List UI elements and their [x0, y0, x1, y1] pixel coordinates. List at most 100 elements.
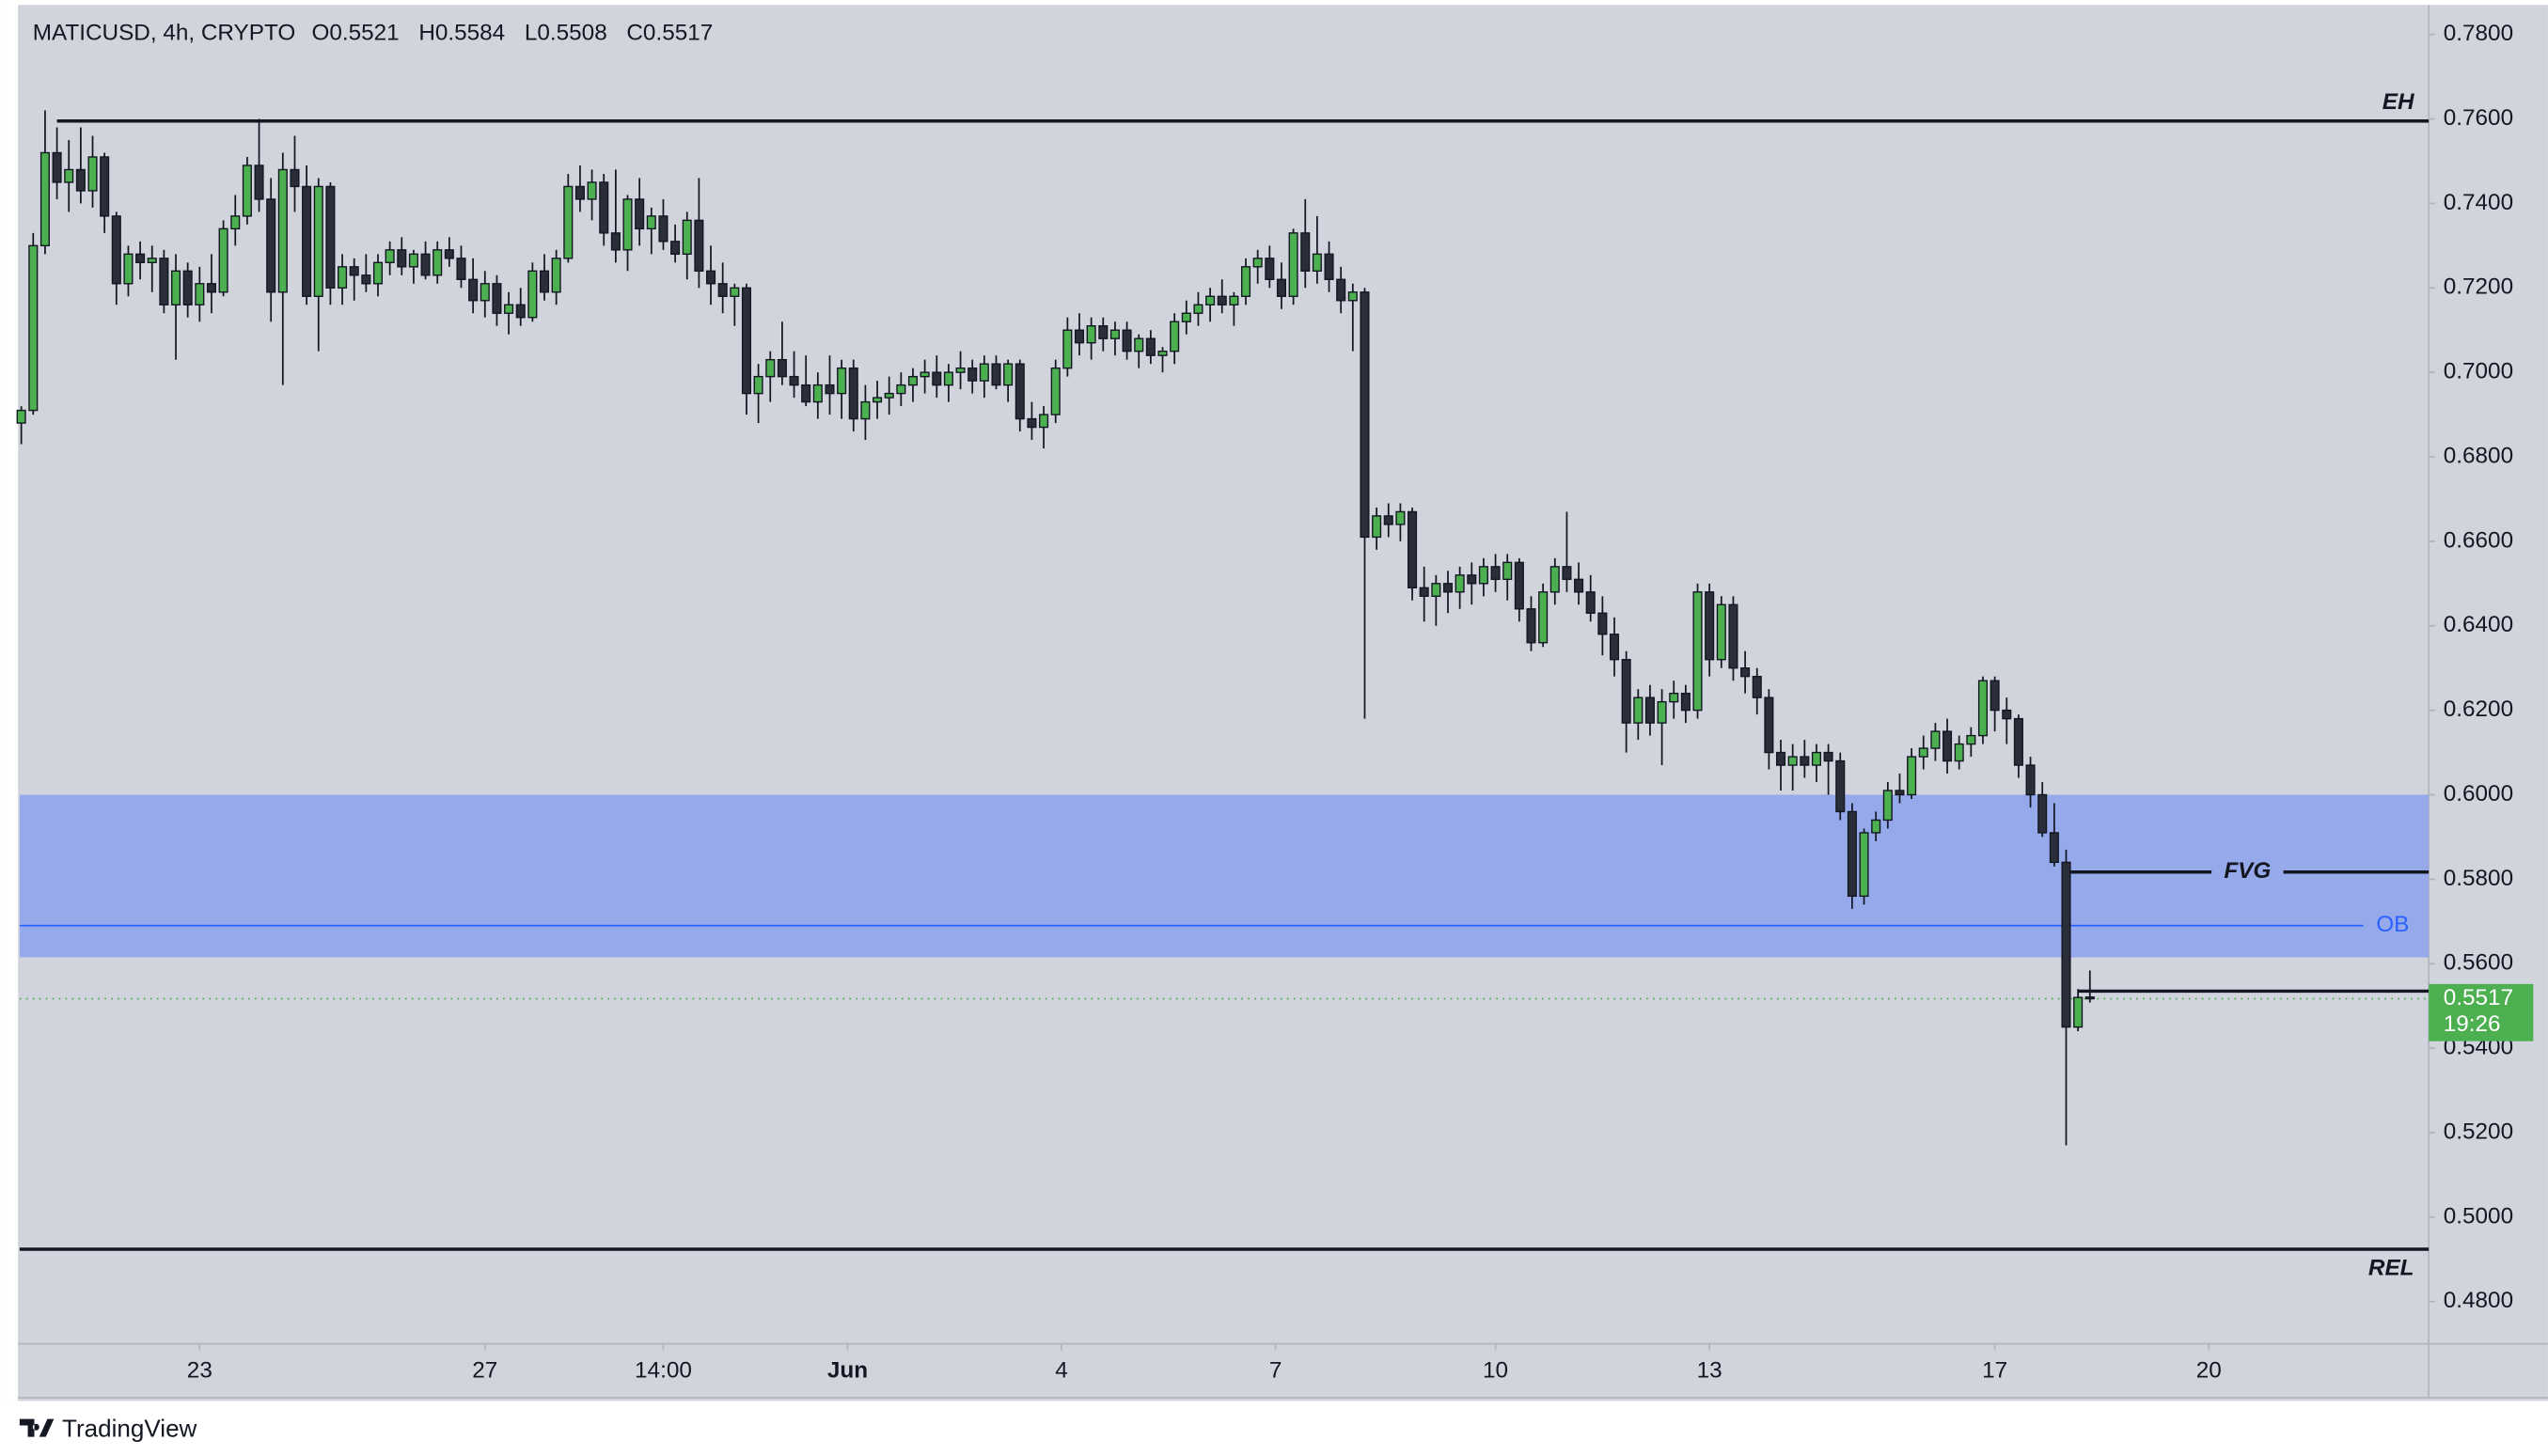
candle-body	[492, 283, 502, 314]
candle-body	[2084, 996, 2095, 1000]
candle-body	[1276, 278, 1287, 297]
candle-body	[385, 249, 395, 264]
candle-body	[1109, 329, 1120, 339]
candle-body	[313, 185, 323, 297]
candle-body	[1039, 414, 1049, 429]
candle-body	[1609, 634, 1620, 661]
candle-body	[266, 198, 276, 293]
price-tag-value: 0.5517	[2444, 985, 2513, 1010]
candle-body	[551, 258, 561, 293]
candle-body	[195, 283, 205, 305]
candle-body	[1597, 612, 1608, 635]
y-tick-label: 0.7800	[2444, 21, 2513, 46]
open-label: O	[311, 21, 329, 46]
candle-body	[574, 185, 585, 200]
candle-body	[1538, 591, 1549, 644]
candle-body	[979, 363, 989, 382]
level-label: EH	[2383, 89, 2414, 115]
candle-body	[1716, 603, 1726, 661]
price-tag	[2429, 983, 2534, 1041]
candle-body	[730, 287, 740, 297]
candle-body	[610, 232, 621, 251]
candle-body	[777, 358, 787, 378]
candle-body	[1526, 608, 1536, 644]
candle-body	[147, 258, 157, 264]
candle-body	[2037, 793, 2048, 834]
y-tick-label: 0.7200	[2444, 274, 2513, 300]
candle-body	[2073, 996, 2084, 1028]
candle-body	[302, 185, 312, 297]
high-label: H	[418, 21, 435, 46]
candle-body	[1954, 743, 1964, 762]
candle-body	[1859, 832, 1869, 898]
candle-body	[907, 375, 919, 386]
candle-body	[504, 304, 514, 314]
candle-body	[87, 156, 98, 192]
candle-body	[1181, 312, 1191, 322]
candle-body	[1157, 350, 1168, 356]
candle-body	[1205, 295, 1216, 305]
candle-body	[955, 367, 966, 373]
candle-body	[848, 367, 858, 420]
y-tick-label: 0.4800	[2444, 1288, 2513, 1313]
candle-body	[1502, 561, 1513, 581]
candle-body	[1990, 680, 2000, 712]
candle-body	[1823, 751, 1833, 762]
candle-body	[468, 278, 479, 302]
candle-body	[1871, 819, 1881, 834]
candle-body	[694, 219, 704, 272]
candle-body	[1800, 756, 1810, 766]
candle-body	[1918, 747, 1928, 758]
candle-body	[1170, 321, 1180, 352]
candle-body	[290, 168, 300, 188]
y-tick-label: 0.6600	[2444, 527, 2513, 553]
candle-body	[456, 258, 466, 280]
candle-body	[1787, 756, 1798, 766]
candle-body	[563, 185, 574, 259]
candle-body	[896, 384, 906, 395]
y-tick-label: 0.5000	[2444, 1203, 2513, 1229]
close-label: C	[626, 21, 643, 46]
candle-body	[2025, 764, 2036, 796]
y-tick-label: 0.5600	[2444, 950, 2513, 976]
candle-body	[967, 367, 978, 382]
candle-body	[123, 253, 134, 285]
candle-body	[100, 156, 110, 217]
candle-body	[1027, 417, 1037, 429]
y-tick-label: 0.6800	[2444, 443, 2513, 468]
candle-body	[1134, 337, 1144, 352]
candle-body	[444, 249, 454, 259]
candle-body	[1455, 574, 1465, 593]
candle-body	[361, 274, 371, 285]
candle-body	[539, 270, 550, 293]
candle-body	[873, 397, 883, 403]
y-tick-label: 0.6400	[2444, 612, 2513, 637]
low-label: L	[525, 21, 538, 46]
candle-body	[705, 270, 716, 285]
brand-logo	[19, 1418, 55, 1437]
candle-body	[1145, 337, 1156, 356]
level-label: OB	[2376, 912, 2409, 937]
candle-body	[2013, 717, 2023, 766]
candle-body	[1431, 583, 1441, 597]
candle-body	[1419, 587, 1429, 597]
candle-body	[52, 151, 62, 183]
candle-body	[1217, 295, 1227, 305]
y-tick-label: 0.6000	[2444, 781, 2513, 806]
candle-body	[1835, 759, 1846, 813]
candle-body	[527, 270, 538, 319]
candle-body	[765, 358, 776, 378]
candle-body	[75, 168, 86, 192]
candle-body	[1312, 253, 1322, 272]
candle-body	[1966, 734, 1976, 745]
candle-body	[64, 168, 74, 183]
candle-body	[338, 266, 348, 289]
candle-body	[182, 270, 193, 305]
candle-body	[1336, 278, 1346, 302]
candle-body	[230, 215, 241, 230]
x-tick-label: 14:00	[635, 1358, 692, 1384]
x-tick-label: 4	[1055, 1358, 1068, 1384]
candle-body	[1740, 667, 1751, 678]
